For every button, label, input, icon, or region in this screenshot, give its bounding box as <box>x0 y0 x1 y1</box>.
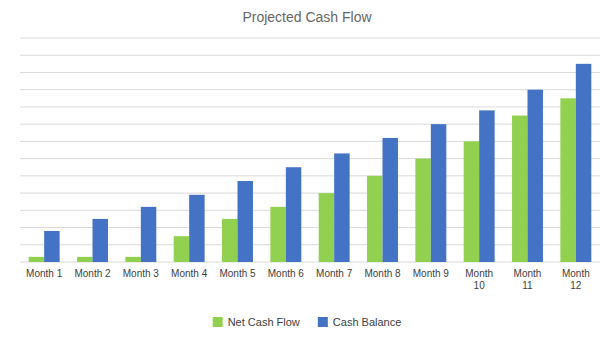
grid-line <box>20 38 600 39</box>
x-tick-label: Month 9 <box>413 268 450 279</box>
x-tick-label: Month 2 <box>74 268 111 279</box>
bar <box>576 64 591 262</box>
bar <box>464 141 479 262</box>
bar <box>29 257 44 262</box>
bar <box>77 257 92 262</box>
chart: Projected Cash Flow Month 1 Month 2 Month 3… <box>0 0 614 344</box>
bar <box>319 193 334 262</box>
grid-line <box>20 89 600 90</box>
bar <box>141 207 156 262</box>
bar <box>93 219 108 262</box>
legend-swatch <box>213 317 223 327</box>
bar <box>286 167 301 262</box>
bar <box>334 153 349 262</box>
grid-line <box>20 72 600 73</box>
bar <box>125 257 140 262</box>
x-tick-label: Month12 <box>562 268 590 291</box>
x-tick-label: Month 6 <box>268 268 305 279</box>
x-tick-label: Month10 <box>465 268 493 291</box>
bar <box>222 219 237 262</box>
bar <box>383 138 398 262</box>
x-tick-label: Month 3 <box>123 268 160 279</box>
grid <box>20 38 600 262</box>
bar <box>512 116 527 262</box>
x-tick-label: Month 4 <box>171 268 208 279</box>
legend: Net Cash Flow Cash Balance <box>213 316 402 328</box>
bar <box>528 90 543 262</box>
legend-label: Cash Balance <box>333 316 402 328</box>
grid-line <box>20 55 600 56</box>
bar <box>431 124 446 262</box>
bar <box>238 181 253 262</box>
x-tick-label: Month 5 <box>219 268 256 279</box>
bar <box>415 159 430 262</box>
x-tick-label: Month 8 <box>364 268 401 279</box>
legend-item: Net Cash Flow <box>213 316 300 328</box>
legend-label: Net Cash Flow <box>228 316 300 328</box>
bar <box>479 110 494 262</box>
title: Projected Cash Flow <box>242 9 372 25</box>
legend-item: Cash Balance <box>318 316 402 328</box>
bar <box>44 231 59 262</box>
bar <box>174 236 189 262</box>
bars <box>29 64 592 262</box>
x-tick-label: Month 7 <box>316 268 353 279</box>
bar <box>560 98 575 262</box>
x-tick-label: Month11 <box>514 268 542 291</box>
bar <box>270 207 285 262</box>
bar <box>189 195 204 262</box>
x-tick-label: Month 1 <box>26 268 63 279</box>
bar <box>367 176 382 262</box>
grid-line <box>20 106 600 107</box>
legend-swatch <box>318 317 328 327</box>
